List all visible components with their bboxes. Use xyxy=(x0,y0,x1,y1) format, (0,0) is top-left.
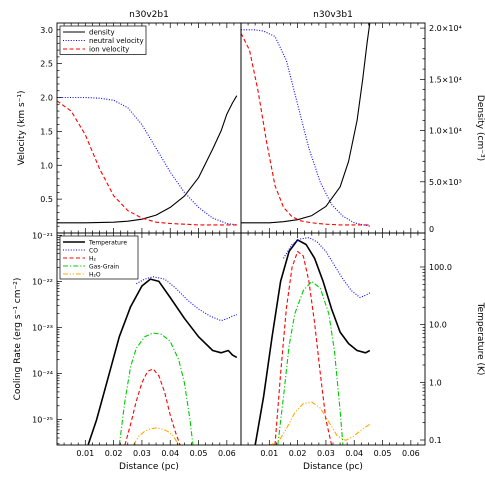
bottom-right-y2tick-label: 1.0 xyxy=(429,378,442,387)
bottom-left-series-temperature xyxy=(87,278,238,445)
top-left-legend-label-neutral-velocity: neutral velocity xyxy=(89,37,144,45)
top-right-y2tick-label: 1.0×10⁴ xyxy=(429,127,462,136)
top-right-ylabel: Density (cm⁻³) xyxy=(475,95,485,161)
bottom-left-ytick-label: 10⁻²⁵ xyxy=(32,416,53,425)
bottom-right-ylabel: Temperature (K) xyxy=(475,302,485,376)
top-right-title: n30v3b1 xyxy=(313,10,353,20)
bottom-left-ytick-label: 10⁻²³ xyxy=(32,323,53,332)
top-left-ytick-label: 0.5 xyxy=(40,195,53,204)
top-right-series-ion-velocity xyxy=(241,32,370,226)
top-left-series-density xyxy=(57,95,238,224)
top-left-ytick-label: 1.0 xyxy=(40,161,53,170)
bottom-right-y2tick-label: 10.0 xyxy=(429,321,447,330)
bottom-right-series-co xyxy=(283,237,371,299)
bottom-left-xlabel: Distance (pc) xyxy=(119,462,179,472)
bottom-right-xlabel: Distance (pc) xyxy=(303,462,363,472)
bottom-right-series-gas-grain xyxy=(277,280,344,445)
bottom-left-xtick-label: 0.04 xyxy=(161,449,179,458)
top-left-legend-label-ion-velocity: ion velocity xyxy=(89,46,129,54)
bottom-right-xtick-label: 0.05 xyxy=(374,449,392,458)
bottom-right-series-h2 xyxy=(274,250,333,445)
top-left-legend-label-density: density xyxy=(89,29,115,37)
top-left-ytick-label: 1.5 xyxy=(40,127,53,136)
bottom-left-series-h2o xyxy=(132,427,180,445)
top-left-series-neutral-velocity xyxy=(57,96,237,226)
bottom-left-legend-label-h2o: H₂O xyxy=(89,272,101,279)
top-right-y2tick-zero: 0 xyxy=(429,225,434,234)
bottom-right-xtick-label: 0.02 xyxy=(289,449,307,458)
bottom-left-ylabel: Cooling Rate (erg s⁻¹ cm⁻²) xyxy=(13,278,23,401)
bottom-left-series-co xyxy=(136,276,237,322)
top-right-y2tick-label: 1.5×10⁴ xyxy=(429,75,462,84)
bottom-right-series-h2o xyxy=(269,401,371,445)
bottom-left-series-h2 xyxy=(124,368,181,445)
bottom-right-xtick-label: 0.04 xyxy=(345,449,363,458)
bottom-left-legend-label-temperature: Temperature xyxy=(88,240,127,247)
bottom-left-xtick-label: 0.06 xyxy=(218,449,236,458)
bottom-right-y2tick-label: 100.0 xyxy=(429,263,452,272)
bottom-left-legend-label-gas-grain: Gas-Grain xyxy=(89,264,119,271)
top-left-ytick-label: 2.0 xyxy=(40,94,53,103)
bottom-right-xtick-label: 0.03 xyxy=(317,449,335,458)
bottom-left-ytick-label: 10⁻²⁴ xyxy=(32,370,53,379)
bottom-right-xtick-label: 0.06 xyxy=(402,449,420,458)
bottom-right-xtick-label: 0.01 xyxy=(260,449,278,458)
top-right-y2tick-label: 2.0×10⁴ xyxy=(429,24,462,33)
bottom-left-xtick-label: 0.02 xyxy=(105,449,123,458)
top-right-series-neutral-velocity xyxy=(241,29,370,227)
bottom-left-ytick-label: 10⁻²² xyxy=(32,277,53,286)
bottom-left-legend-label-co: CO xyxy=(89,248,98,255)
bottom-left-ytick-label: 10⁻²¹ xyxy=(32,231,53,240)
bottom-left-xtick-label: 0.05 xyxy=(190,449,208,458)
top-right-series-density xyxy=(241,23,371,224)
top-left-ylabel: Velocity (km s⁻¹) xyxy=(17,90,27,165)
bottom-right-series-temperature xyxy=(254,239,371,445)
bottom-right-y2tick-label: 0.1 xyxy=(429,436,442,445)
top-left-title: n30v2b1 xyxy=(129,10,169,20)
top-right-y2tick-label: 5.0×10³ xyxy=(429,178,462,187)
bottom-left-xtick-label: 0.03 xyxy=(133,449,151,458)
bottom-left-legend-label-h2: H₂ xyxy=(89,256,97,263)
top-left-ytick-label: 3.0 xyxy=(40,26,53,35)
bottom-left-xtick-label: 0.01 xyxy=(76,449,94,458)
top-left-ytick-label: 2.5 xyxy=(40,60,53,69)
bottom-left-series-gas-grain xyxy=(118,332,194,445)
